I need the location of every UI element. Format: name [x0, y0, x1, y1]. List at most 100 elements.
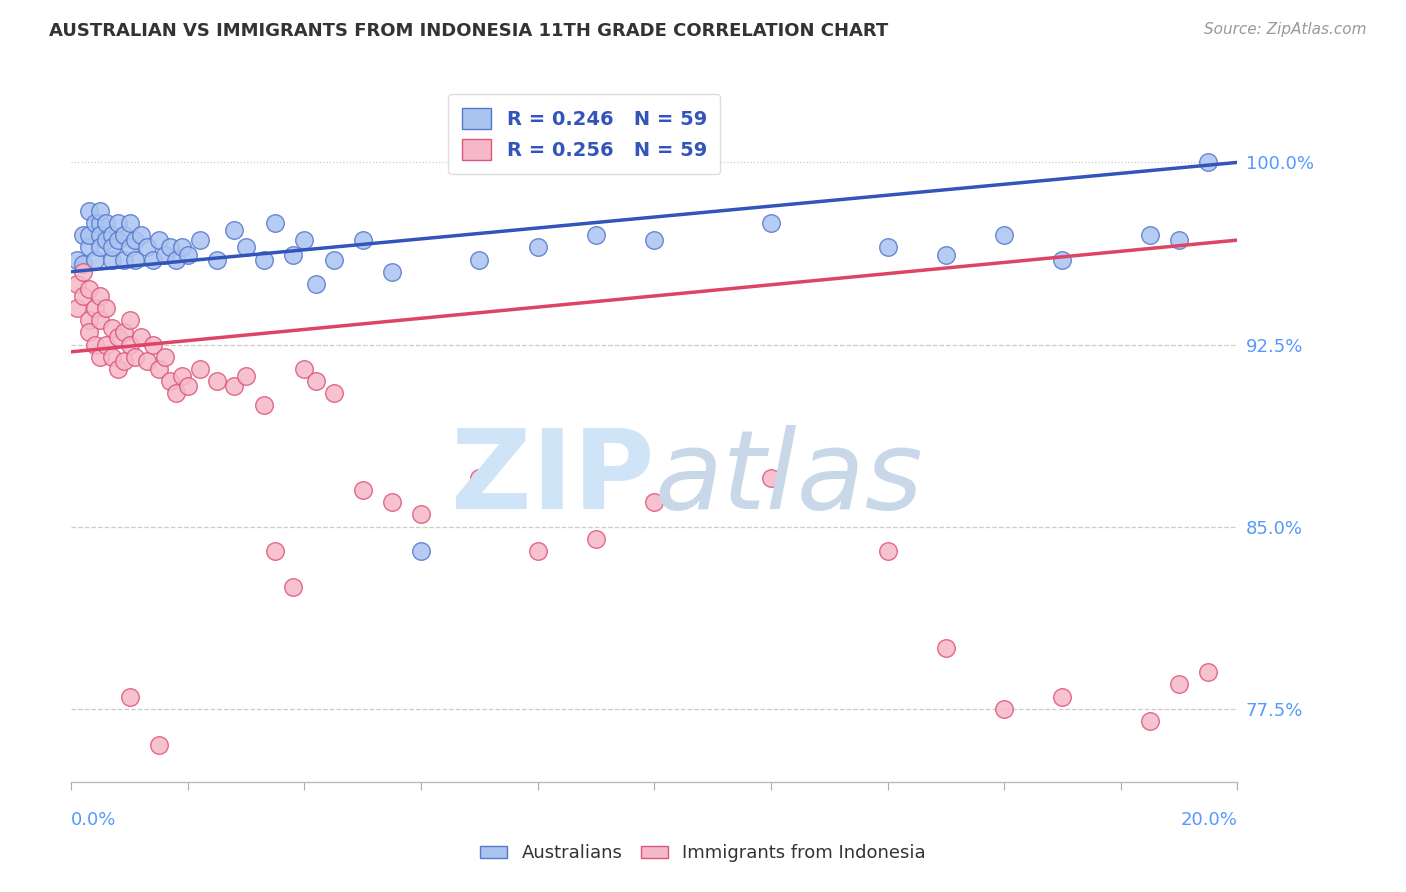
Point [77, 240, 100, 254]
Point [101, 320, 124, 334]
Point [96, 233, 118, 247]
Point [468, 471, 491, 485]
Point [96, 301, 118, 315]
Point [77, 282, 100, 296]
Point [1168, 233, 1191, 247]
Point [107, 361, 129, 376]
Point [77, 313, 100, 327]
Legend: Australians, Immigrants from Indonesia: Australians, Immigrants from Indonesia [472, 838, 934, 870]
Point [224, 223, 246, 237]
Text: Source: ZipAtlas.com: Source: ZipAtlas.com [1204, 22, 1367, 37]
Point [142, 252, 165, 267]
Point [1052, 690, 1074, 704]
Point [205, 252, 228, 267]
Point [118, 313, 141, 327]
Point [153, 350, 176, 364]
Point [118, 216, 141, 230]
Point [83, 337, 105, 351]
Point [409, 544, 432, 558]
Text: ZIP: ZIP [451, 425, 654, 533]
Point [89, 216, 111, 230]
Text: AUSTRALIAN VS IMMIGRANTS FROM INDONESIA 11TH GRADE CORRELATION CHART: AUSTRALIAN VS IMMIGRANTS FROM INDONESIA … [49, 22, 889, 40]
Point [759, 216, 782, 230]
Point [129, 330, 152, 344]
Point [253, 398, 276, 412]
Point [112, 228, 135, 243]
Point [170, 369, 193, 384]
Point [72, 289, 94, 303]
Point [101, 228, 124, 243]
Point [1052, 252, 1074, 267]
Point [124, 252, 146, 267]
Point [993, 701, 1015, 715]
Point [107, 330, 129, 344]
Point [381, 265, 404, 279]
Point [107, 216, 129, 230]
Point [159, 240, 181, 254]
Point [77, 326, 100, 340]
Point [235, 240, 257, 254]
Point [585, 532, 607, 546]
Point [72, 228, 94, 243]
Point [89, 289, 111, 303]
Point [526, 240, 548, 254]
Point [759, 471, 782, 485]
Point [188, 233, 211, 247]
Point [1168, 677, 1191, 691]
Point [112, 354, 135, 368]
Point [66, 252, 89, 267]
Point [294, 233, 316, 247]
Point [77, 204, 100, 219]
Point [77, 228, 100, 243]
Point [129, 228, 152, 243]
Point [112, 252, 135, 267]
Point [101, 350, 124, 364]
Point [1139, 228, 1161, 243]
Point [72, 265, 94, 279]
Point [322, 252, 344, 267]
Point [1139, 714, 1161, 728]
Point [352, 233, 374, 247]
Point [83, 216, 105, 230]
Point [177, 248, 200, 262]
Point [148, 738, 170, 752]
Point [294, 361, 316, 376]
Point [66, 277, 89, 291]
Point [148, 233, 170, 247]
Point [107, 233, 129, 247]
Point [935, 640, 957, 655]
Point [89, 313, 111, 327]
Point [322, 386, 344, 401]
Point [643, 495, 665, 509]
Point [526, 544, 548, 558]
Point [935, 248, 957, 262]
Point [264, 216, 287, 230]
Point [235, 369, 257, 384]
Point [153, 248, 176, 262]
Point [124, 350, 146, 364]
Point [177, 378, 200, 392]
Point [876, 240, 898, 254]
Point [165, 252, 187, 267]
Point [89, 240, 111, 254]
Point [101, 252, 124, 267]
Point [83, 252, 105, 267]
Point [136, 240, 159, 254]
Point [352, 483, 374, 498]
Point [118, 337, 141, 351]
Point [159, 374, 181, 388]
Text: atlas: atlas [654, 425, 922, 533]
Point [468, 252, 491, 267]
Point [112, 326, 135, 340]
Point [224, 378, 246, 392]
Point [148, 361, 170, 376]
Point [188, 361, 211, 376]
Point [101, 240, 124, 254]
Point [281, 580, 304, 594]
Point [305, 277, 328, 291]
Point [96, 216, 118, 230]
Legend: R = 0.246   N = 59, R = 0.256   N = 59: R = 0.246 N = 59, R = 0.256 N = 59 [449, 95, 720, 174]
Point [409, 508, 432, 522]
Point [281, 248, 304, 262]
Point [165, 386, 187, 401]
